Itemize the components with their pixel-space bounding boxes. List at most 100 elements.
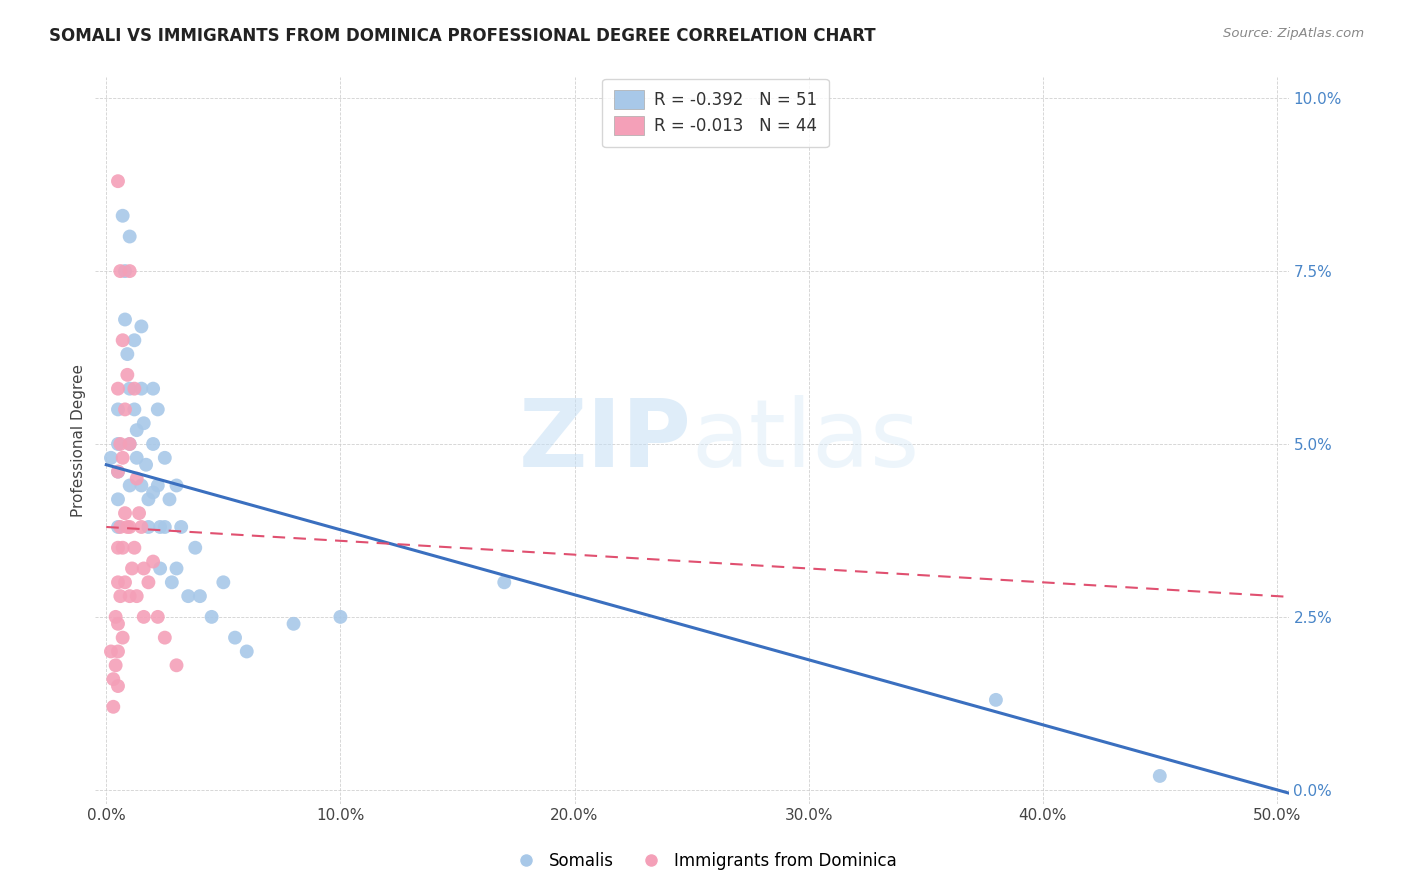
Point bbox=[107, 402, 129, 417]
Point bbox=[132, 610, 155, 624]
Point bbox=[142, 382, 165, 396]
Point bbox=[170, 520, 193, 534]
Point bbox=[146, 610, 169, 624]
Point bbox=[103, 672, 125, 686]
Point bbox=[125, 423, 148, 437]
Point bbox=[131, 382, 153, 396]
Point bbox=[132, 561, 155, 575]
Point bbox=[107, 437, 129, 451]
Point bbox=[146, 478, 169, 492]
Point bbox=[146, 402, 169, 417]
Point bbox=[142, 437, 165, 451]
Point bbox=[212, 575, 235, 590]
Point bbox=[188, 589, 211, 603]
Point bbox=[149, 520, 172, 534]
Point bbox=[124, 402, 146, 417]
Y-axis label: Professional Degree: Professional Degree bbox=[72, 364, 86, 517]
Point bbox=[114, 402, 136, 417]
Point bbox=[117, 368, 139, 382]
Point bbox=[131, 478, 153, 492]
Point bbox=[138, 520, 160, 534]
Point bbox=[118, 437, 141, 451]
Point bbox=[142, 485, 165, 500]
Point bbox=[107, 492, 129, 507]
Point bbox=[111, 450, 134, 465]
Point bbox=[138, 575, 160, 590]
Point bbox=[121, 561, 143, 575]
Point bbox=[1149, 769, 1171, 783]
Point bbox=[100, 450, 122, 465]
Point bbox=[166, 658, 188, 673]
Point bbox=[329, 610, 352, 624]
Point bbox=[224, 631, 246, 645]
Point bbox=[110, 589, 132, 603]
Point bbox=[125, 589, 148, 603]
Point bbox=[118, 437, 141, 451]
Point bbox=[107, 520, 129, 534]
Point bbox=[132, 416, 155, 430]
Point bbox=[117, 520, 139, 534]
Point bbox=[107, 174, 129, 188]
Point bbox=[124, 541, 146, 555]
Point bbox=[131, 520, 153, 534]
Text: Source: ZipAtlas.com: Source: ZipAtlas.com bbox=[1223, 27, 1364, 40]
Point bbox=[110, 437, 132, 451]
Point bbox=[125, 450, 148, 465]
Point bbox=[153, 631, 176, 645]
Point bbox=[118, 264, 141, 278]
Point bbox=[135, 458, 157, 472]
Point bbox=[153, 520, 176, 534]
Point bbox=[166, 561, 188, 575]
Point bbox=[117, 347, 139, 361]
Point bbox=[138, 492, 160, 507]
Point bbox=[118, 589, 141, 603]
Point bbox=[118, 382, 141, 396]
Point bbox=[107, 616, 129, 631]
Point bbox=[184, 541, 207, 555]
Point bbox=[235, 644, 257, 658]
Point bbox=[125, 472, 148, 486]
Point bbox=[107, 575, 129, 590]
Point bbox=[107, 679, 129, 693]
Point bbox=[118, 478, 141, 492]
Point bbox=[124, 333, 146, 347]
Point bbox=[111, 541, 134, 555]
Point bbox=[124, 382, 146, 396]
Point bbox=[107, 541, 129, 555]
Point bbox=[142, 555, 165, 569]
Point bbox=[128, 506, 150, 520]
Point bbox=[107, 382, 129, 396]
Text: atlas: atlas bbox=[692, 394, 920, 486]
Text: ZIP: ZIP bbox=[519, 394, 692, 486]
Text: SOMALI VS IMMIGRANTS FROM DOMINICA PROFESSIONAL DEGREE CORRELATION CHART: SOMALI VS IMMIGRANTS FROM DOMINICA PROFE… bbox=[49, 27, 876, 45]
Point bbox=[201, 610, 224, 624]
Point bbox=[984, 693, 1007, 707]
Point bbox=[160, 575, 183, 590]
Point bbox=[104, 610, 127, 624]
Point bbox=[111, 209, 134, 223]
Legend: R = -0.392   N = 51, R = -0.013   N = 44: R = -0.392 N = 51, R = -0.013 N = 44 bbox=[602, 78, 828, 147]
Point bbox=[107, 644, 129, 658]
Point bbox=[103, 699, 125, 714]
Point bbox=[107, 465, 129, 479]
Point bbox=[153, 450, 176, 465]
Point bbox=[110, 520, 132, 534]
Point bbox=[110, 264, 132, 278]
Point bbox=[159, 492, 181, 507]
Point bbox=[100, 644, 122, 658]
Point bbox=[114, 575, 136, 590]
Point bbox=[494, 575, 516, 590]
Point bbox=[104, 658, 127, 673]
Point bbox=[283, 616, 305, 631]
Legend: Somalis, Immigrants from Dominica: Somalis, Immigrants from Dominica bbox=[502, 846, 904, 877]
Point bbox=[118, 229, 141, 244]
Point bbox=[118, 520, 141, 534]
Point bbox=[111, 631, 134, 645]
Point bbox=[111, 333, 134, 347]
Point bbox=[107, 465, 129, 479]
Point bbox=[149, 561, 172, 575]
Point bbox=[114, 264, 136, 278]
Point bbox=[177, 589, 200, 603]
Point bbox=[131, 319, 153, 334]
Point bbox=[114, 506, 136, 520]
